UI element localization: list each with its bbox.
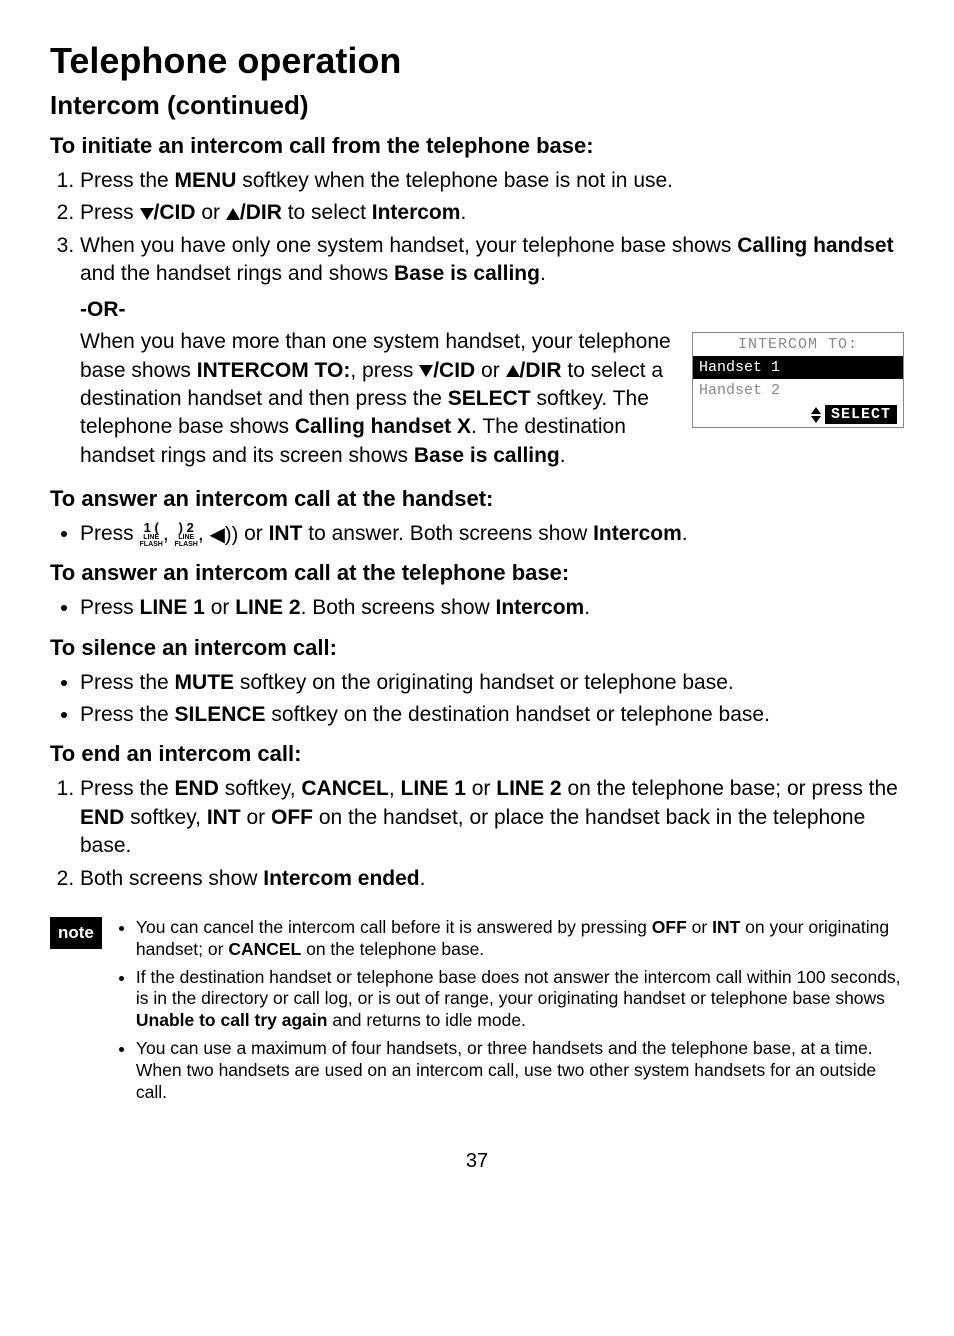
section-heading: To silence an intercom call: xyxy=(50,635,904,661)
note-box: note You can cancel the intercom call be… xyxy=(50,917,904,1110)
note-list: You can cancel the intercom call before … xyxy=(116,917,904,1110)
section-heading: To end an intercom call: xyxy=(50,741,904,767)
sec1-list: Press the MENU softkey when the telephon… xyxy=(50,167,904,288)
note-item: You can use a maximum of four handsets, … xyxy=(136,1038,904,1104)
note-item: You can cancel the intercom call before … xyxy=(136,917,904,961)
down-arrow-icon xyxy=(419,365,433,377)
lcd-select-label: SELECT xyxy=(825,405,897,424)
list-item: Press the MUTE softkey on the originatin… xyxy=(80,669,904,697)
lcd-footer: SELECT xyxy=(693,402,903,427)
sec5-list: Press the END softkey, CANCEL, LINE 1 or… xyxy=(50,775,904,892)
lcd-row: Handset 2 xyxy=(693,379,903,402)
speaker-icon: ◀)) xyxy=(210,525,239,545)
list-item: Press the MENU softkey when the telephon… xyxy=(80,167,904,195)
lcd-title: INTERCOM TO: xyxy=(693,333,903,356)
line2-key-icon: ) 2LINEFLASH xyxy=(175,521,198,548)
line1-key-icon: 1 (LINEFLASH xyxy=(140,521,163,548)
section-heading: To answer an intercom call at the handse… xyxy=(50,486,904,512)
page-number: 37 xyxy=(50,1150,904,1173)
down-arrow-icon xyxy=(140,208,154,220)
list-item: When you have only one system handset, y… xyxy=(80,232,904,289)
note-item: If the destination handset or telephone … xyxy=(136,967,904,1033)
subtitle: Intercom (continued) xyxy=(50,90,904,121)
updown-icon xyxy=(811,407,821,423)
or-label: -OR- xyxy=(80,298,904,322)
lcd-screen: INTERCOM TO: Handset 1 Handset 2 SELECT xyxy=(692,332,904,428)
section-heading: To answer an intercom call at the teleph… xyxy=(50,560,904,586)
up-arrow-icon xyxy=(506,365,520,377)
page-title: Telephone operation xyxy=(50,40,904,82)
sec4-list: Press the MUTE softkey on the originatin… xyxy=(50,669,904,730)
list-item: Press the END softkey, CANCEL, LINE 1 or… xyxy=(80,775,904,860)
lcd-selected-row: Handset 1 xyxy=(693,356,903,379)
up-arrow-icon xyxy=(226,208,240,220)
list-item: Press the SILENCE softkey on the destina… xyxy=(80,701,904,729)
section-heading: To initiate an intercom call from the te… xyxy=(50,133,904,159)
list-item: Press /CID or /DIR to select Intercom. xyxy=(80,199,904,227)
list-item: Both screens show Intercom ended. xyxy=(80,865,904,893)
sec3-list: Press LINE 1 or LINE 2. Both screens sho… xyxy=(50,594,904,622)
list-item: Press LINE 1 or LINE 2. Both screens sho… xyxy=(80,594,904,622)
sec2-list: Press 1 (LINEFLASH, ) 2LINEFLASH, ◀)) or… xyxy=(50,520,904,548)
list-item: Press 1 (LINEFLASH, ) 2LINEFLASH, ◀)) or… xyxy=(80,520,904,548)
note-label: note xyxy=(50,917,102,949)
